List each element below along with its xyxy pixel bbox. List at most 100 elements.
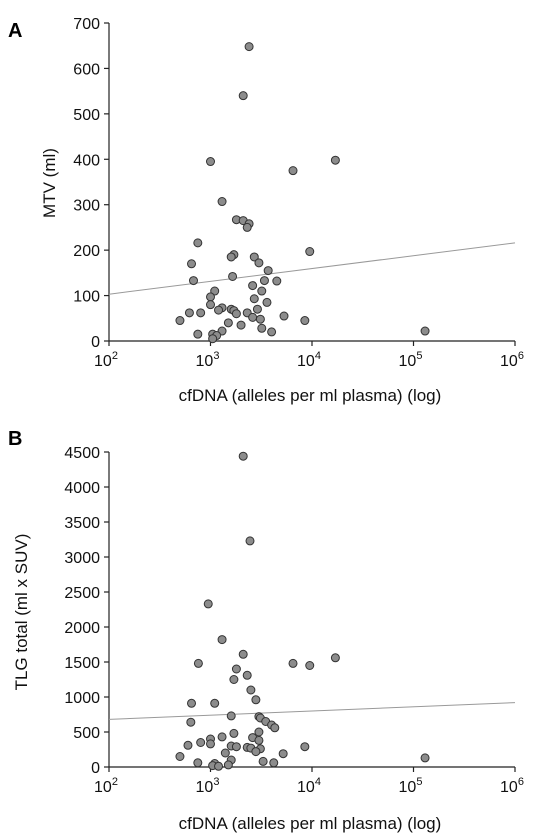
data-point-b — [223, 760, 233, 770]
data-point-b — [229, 675, 239, 684]
data-point-b — [288, 658, 298, 668]
y-tick-label-b: 4000 — [64, 480, 100, 497]
data-point-b — [251, 747, 261, 757]
data-point-a — [206, 300, 215, 310]
data-point-a — [217, 197, 227, 207]
data-point-a — [187, 259, 197, 269]
panel-letter-a: A — [8, 20, 22, 42]
y-tick-label-a: 700 — [73, 16, 100, 33]
y-tick-label-a: 0 — [91, 334, 100, 351]
data-point-a — [330, 155, 340, 165]
y-tick-label-a: 400 — [73, 152, 100, 169]
data-point-a — [249, 252, 259, 262]
data-point-b — [231, 664, 241, 674]
y-axis-title-b: TLG total (ml x SUV) — [12, 534, 31, 691]
axes-a: 0 100 200 300 400 500 600 700 102 103 104 105 106 — [73, 16, 524, 370]
data-point-a — [252, 304, 262, 314]
data-point-a — [305, 247, 315, 257]
data-point-a — [208, 334, 218, 344]
x-tick-label-a: 105 — [399, 350, 423, 370]
points-b — [175, 451, 430, 771]
data-point-b — [300, 742, 310, 752]
y-tick-label-a: 300 — [73, 198, 100, 215]
x-tick-label-b: 105 — [399, 776, 423, 796]
y-tick-label-b: 4500 — [64, 445, 100, 462]
data-point-b — [242, 670, 252, 680]
data-point-a — [249, 294, 259, 304]
y-tick-label-b: 3500 — [64, 515, 100, 532]
data-point-b — [254, 735, 264, 745]
x-tick-label-b: 106 — [500, 776, 524, 796]
data-point-b — [187, 698, 197, 708]
y-tick-label-b: 1000 — [64, 690, 100, 707]
data-point-b — [238, 451, 248, 461]
data-point-b — [229, 728, 239, 738]
data-point-b — [220, 748, 230, 758]
data-point-b — [231, 742, 241, 752]
data-point-b — [206, 739, 215, 749]
data-point-b — [270, 723, 280, 733]
trendline-b — [108, 702, 516, 720]
data-point-a — [242, 222, 252, 232]
data-point-a — [254, 258, 264, 268]
y-axis-title-a: MTV (ml) — [40, 148, 59, 218]
panel-letter-b: B — [8, 428, 22, 450]
data-point-b — [278, 749, 288, 759]
data-point-a — [228, 271, 238, 281]
data-point-a — [193, 238, 203, 248]
data-point-a — [255, 314, 265, 324]
data-point-a — [262, 297, 272, 307]
trendline-a — [108, 242, 516, 295]
data-point-b — [214, 761, 224, 771]
data-point-b — [203, 599, 213, 609]
data-point-b — [258, 756, 268, 766]
data-point-a — [236, 320, 246, 330]
data-point-b — [330, 653, 340, 663]
data-point-a — [279, 311, 289, 321]
data-point-a — [214, 305, 224, 315]
data-point-a — [288, 166, 298, 176]
x-tick-label-b: 104 — [297, 776, 321, 796]
panel-a: A MTV (ml) cfDNA (alleles per ml plasma)… — [8, 16, 524, 405]
x-tick-label-a: 106 — [500, 350, 524, 370]
data-point-a — [272, 276, 282, 286]
panel-b: B TLG total (ml x SUV) cfDNA (alleles pe… — [8, 428, 524, 833]
data-point-a — [175, 316, 185, 326]
data-point-b — [226, 711, 236, 721]
data-point-a — [238, 91, 248, 101]
data-point-a — [263, 266, 273, 276]
y-tick-label-b: 0 — [91, 760, 100, 777]
data-point-a — [300, 316, 310, 326]
data-point-b — [217, 732, 227, 742]
data-point-a — [188, 276, 198, 286]
data-point-a — [420, 326, 430, 336]
data-point-b — [246, 685, 256, 695]
trendline-a — [108, 242, 516, 295]
x-tick-label-a: 103 — [196, 350, 220, 370]
x-axis-title-a: cfDNA (alleles per ml plasma) (log) — [179, 386, 442, 405]
data-point-a — [244, 42, 254, 52]
data-point-a — [257, 286, 267, 296]
data-point-a — [248, 281, 258, 291]
y-tick-label-b: 2500 — [64, 585, 100, 602]
data-point-b — [193, 658, 203, 668]
y-tick-label-b: 2000 — [64, 620, 100, 637]
x-tick-label-a: 102 — [94, 350, 118, 370]
data-point-a — [259, 276, 269, 286]
data-point-b — [238, 649, 248, 659]
data-point-a — [257, 323, 267, 333]
data-point-a — [248, 312, 258, 322]
x-tick-label-b: 102 — [94, 776, 118, 796]
y-tick-label-a: 500 — [73, 107, 100, 124]
y-tick-label-a: 200 — [73, 243, 100, 260]
y-tick-label-b: 1500 — [64, 655, 100, 672]
data-point-b — [210, 698, 220, 708]
data-point-b — [420, 753, 430, 763]
x-tick-label-b: 103 — [196, 776, 220, 796]
y-tick-label-b: 3000 — [64, 550, 100, 567]
data-point-b — [269, 758, 279, 768]
data-point-a — [184, 308, 194, 318]
y-tick-label-b: 500 — [73, 725, 100, 742]
x-tick-label-a: 104 — [297, 350, 321, 370]
